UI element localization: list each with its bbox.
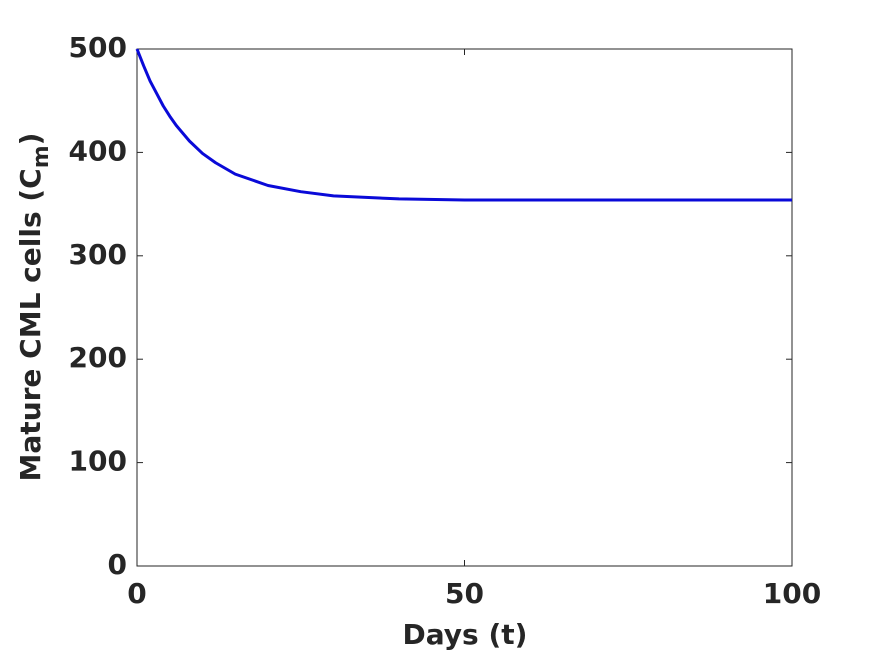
y-tick-label: 300 <box>69 238 127 271</box>
y-axis-label-suffix: ) <box>14 133 47 146</box>
y-axis-label-subscript: m <box>29 145 54 168</box>
x-axis-label: Days (t) <box>403 618 528 651</box>
plot-frame <box>136 48 793 567</box>
x-tick-label: 50 <box>445 577 484 610</box>
y-axis-label-text: Mature CML cells (C <box>14 168 47 481</box>
y-tick-label: 200 <box>69 341 127 374</box>
data-line <box>135 48 792 202</box>
x-tick-label: 100 <box>763 577 821 610</box>
y-tick-label: 500 <box>69 31 127 64</box>
x-tick-label: 0 <box>127 577 146 610</box>
y-tick-label: 100 <box>69 445 127 478</box>
y-tick-label: 0 <box>108 548 127 581</box>
y-axis-label: Mature CML cells (Cm) <box>14 133 54 482</box>
y-tick-label: 400 <box>69 134 127 167</box>
